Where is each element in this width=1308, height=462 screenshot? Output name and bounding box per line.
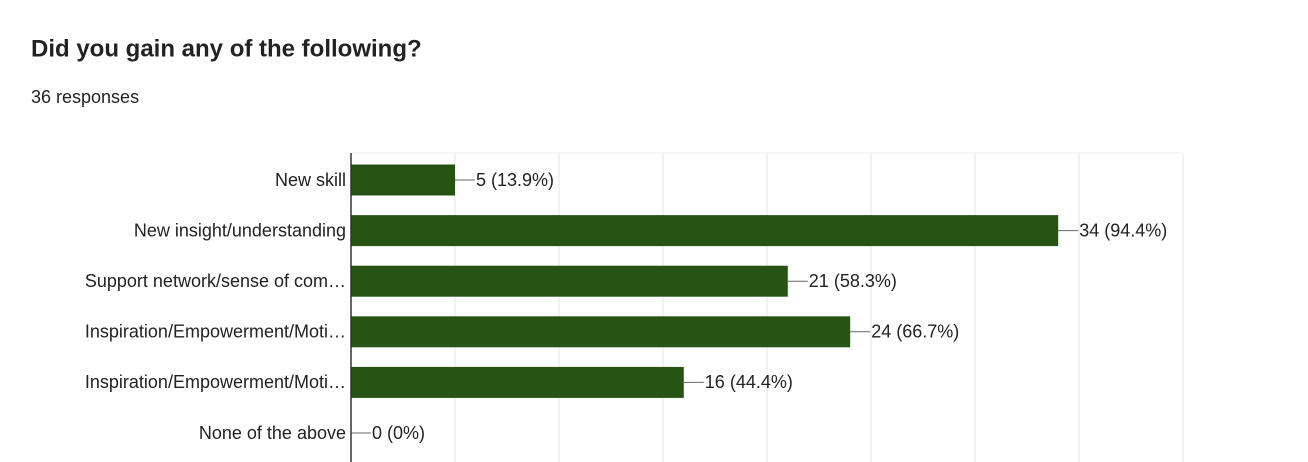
y-tick-label: None of the above <box>199 423 346 443</box>
value-label: 16 (44.4%) <box>705 372 793 392</box>
y-tick-label: New skill <box>275 170 346 190</box>
y-tick-label: Inspiration/Empowerment/Moti… <box>85 372 346 392</box>
value-label: 24 (66.7%) <box>871 322 959 342</box>
bar <box>351 164 455 196</box>
y-tick-label: Support network/sense of com… <box>85 271 346 291</box>
chart-title: Did you gain any of the following? <box>31 35 422 62</box>
bar <box>351 366 684 398</box>
bar <box>351 215 1059 247</box>
y-tick-label: Inspiration/Empowerment/Moti… <box>85 322 346 342</box>
value-label: 0 (0%) <box>372 423 425 443</box>
bar <box>351 316 851 348</box>
chart-subtitle: 36 responses <box>31 87 139 107</box>
bar <box>351 265 788 297</box>
value-label: 34 (94.4%) <box>1079 220 1167 240</box>
value-label: 21 (58.3%) <box>809 271 897 291</box>
y-tick-label: New insight/understanding <box>134 220 346 240</box>
value-label: 5 (13.9%) <box>476 170 554 190</box>
